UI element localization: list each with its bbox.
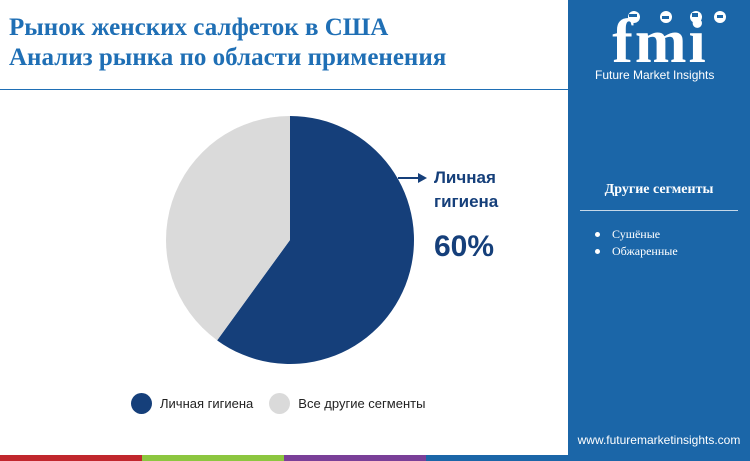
- other-segments-list: Сушёные Обжаренные: [568, 226, 678, 260]
- pie-slice-2: [166, 115, 290, 341]
- bottom-bar-segment: [142, 455, 284, 461]
- title-line-1: Рынок женских салфеток в США: [9, 14, 389, 41]
- logo-caption: Future Market Insights: [595, 68, 715, 82]
- callout-label: Личная гигиена: [434, 168, 499, 211]
- pie-slice-1: [217, 116, 414, 364]
- page-title: Рынок женских салфеток в США Анализ рынк…: [9, 13, 564, 73]
- legend-swatch: [131, 393, 152, 414]
- callout-value: 60%: [434, 230, 495, 263]
- bottom-bar-segment: [426, 455, 568, 461]
- chart-legend: Личная гигиена Все другие сегменты: [131, 393, 441, 414]
- legend-label: Все другие сегменты: [298, 396, 426, 411]
- callout-arrow-icon: [398, 173, 427, 183]
- website-link[interactable]: www.futuremarketinsights.com: [577, 433, 741, 447]
- legend-item: Личная гигиена: [131, 393, 253, 414]
- brand-sidebar: fmi Future Market Insights Другие сегмен…: [568, 0, 750, 461]
- bottom-bar-segment: [284, 455, 426, 461]
- title-divider: [0, 89, 568, 90]
- sidebar-divider: [580, 210, 738, 211]
- fmi-logo: fmi: [612, 8, 726, 68]
- legend-item: Все другие сегменты: [269, 393, 425, 414]
- other-segment-item: Сушёные: [568, 226, 678, 243]
- decorative-bottom-bar: [0, 455, 568, 461]
- bottom-bar-segment: [0, 455, 142, 461]
- legend-label: Личная гигиена: [160, 396, 254, 411]
- title-line-2: Анализ рынка по области применения: [9, 44, 447, 71]
- other-segments-heading: Другие сегменты: [604, 182, 714, 197]
- pie-chart: [166, 115, 414, 364]
- legend-swatch: [269, 393, 291, 414]
- other-segment-item: Обжаренные: [568, 243, 678, 260]
